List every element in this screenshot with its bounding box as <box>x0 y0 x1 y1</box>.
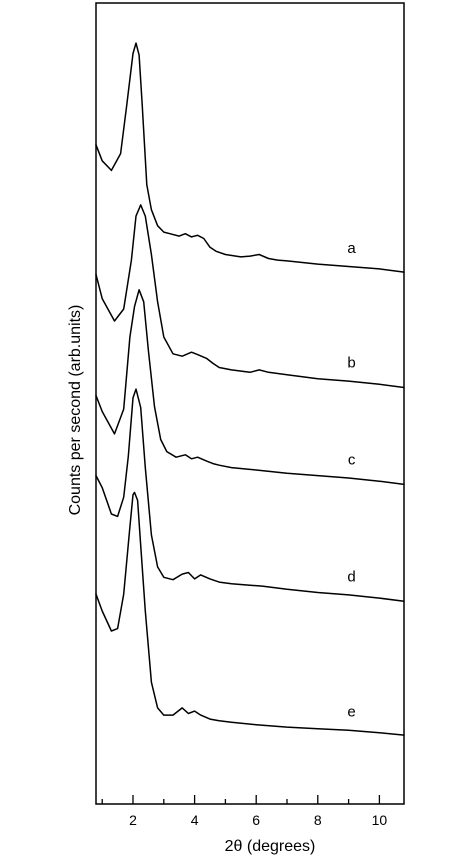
series-label-b: b <box>347 354 355 371</box>
series-label-e: e <box>347 704 355 721</box>
x-axis-title: 2θ (degrees) <box>225 838 316 855</box>
x-tick-label: 10 <box>372 812 388 828</box>
x-tick-label: 8 <box>314 812 322 828</box>
series-label-c: c <box>348 451 356 468</box>
series-line-a <box>95 42 405 273</box>
series-line-c <box>95 289 405 486</box>
series-line-b <box>95 204 405 389</box>
x-tick-label: 6 <box>252 812 260 828</box>
x-axis: 2 4 6 8 10 <box>101 795 388 828</box>
y-axis-title: Counts per second (arb.units) <box>67 305 84 516</box>
series-label-d: d <box>347 568 355 585</box>
series-line-e <box>95 491 405 736</box>
series-line-d <box>95 388 405 603</box>
curve-group <box>95 42 405 736</box>
x-tick-label: 2 <box>129 812 137 828</box>
series-label-a: a <box>347 240 356 257</box>
curve-label-group: a b c d e <box>347 240 356 721</box>
plot-frame <box>95 2 405 805</box>
x-tick-label: 4 <box>191 812 199 828</box>
